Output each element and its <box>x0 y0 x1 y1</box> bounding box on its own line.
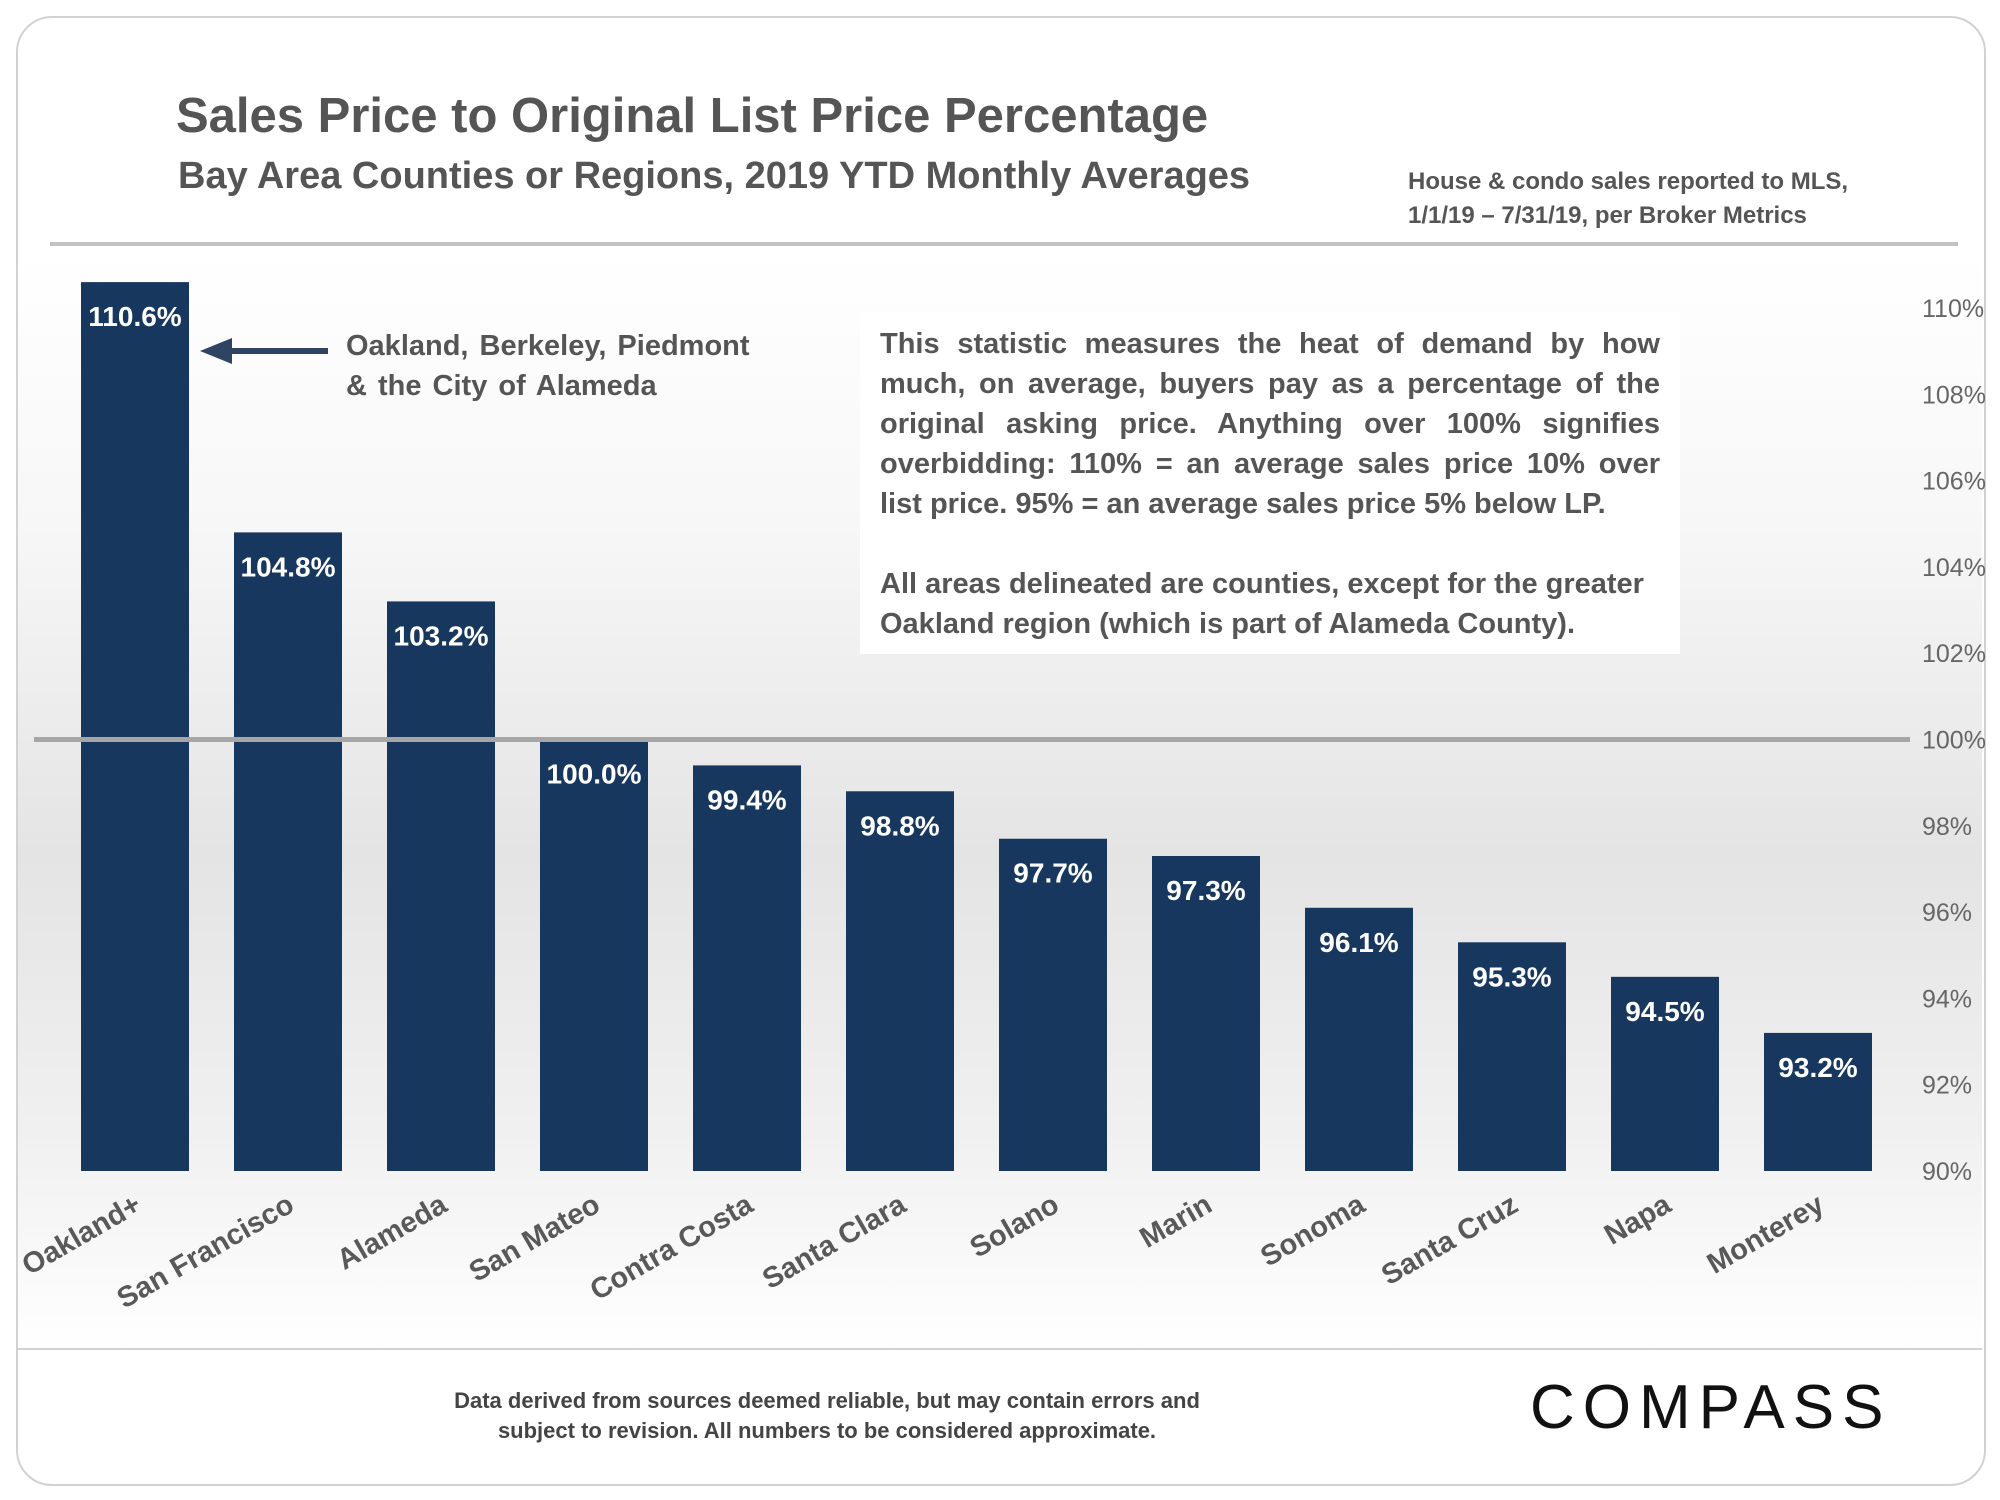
bar-12 <box>1764 1032 1872 1171</box>
oakland-annotation-line2: & the City of Alameda <box>346 370 657 402</box>
category-label-6: Santa Clara <box>757 1188 912 1296</box>
compass-logo: COMPASS <box>1530 1373 1892 1442</box>
category-label-3: Alameda <box>332 1188 453 1277</box>
footer-divider <box>18 1348 1982 1350</box>
explanation-paragraph-1: This statistic measures the heat of dema… <box>880 328 1660 520</box>
arrow-shaft <box>224 348 328 354</box>
y-tick-label-102: 102% <box>1922 640 1986 668</box>
y-tick-label-96: 96% <box>1922 899 1972 927</box>
source-note: House & condo sales reported to MLS, 1/1… <box>1408 165 1848 233</box>
y-tick-label-104: 104% <box>1922 554 1986 582</box>
bar-1 <box>81 282 189 1171</box>
value-label-3: 103.2% <box>394 620 489 651</box>
value-label-9: 96.1% <box>1319 927 1398 958</box>
category-label-10: Santa Cruz <box>1376 1188 1523 1291</box>
category-label-9: Sonoma <box>1255 1188 1371 1273</box>
chart-subtitle: Bay Area Counties or Regions, 2019 YTD M… <box>178 155 1251 197</box>
header-divider <box>50 242 1958 246</box>
value-label-8: 97.3% <box>1166 875 1245 906</box>
source-note-line2: 1/1/19 – 7/31/19, per Broker Metrics <box>1408 202 1807 229</box>
value-label-4: 100.0% <box>547 759 642 790</box>
value-label-2: 104.8% <box>241 551 336 582</box>
bar-3 <box>387 601 495 1171</box>
y-tick-label-100: 100% <box>1922 727 1986 755</box>
bar-10 <box>1458 942 1566 1171</box>
bar-8 <box>1152 856 1260 1171</box>
value-label-12: 93.2% <box>1778 1052 1857 1083</box>
bar-4 <box>540 739 648 1171</box>
value-label-5: 99.4% <box>707 784 786 815</box>
y-tick-label-98: 98% <box>1922 813 1972 841</box>
disclaimer-line1: Data derived from sources deemed reliabl… <box>454 1388 1200 1413</box>
explanation-box: This statistic measures the heat of dema… <box>860 312 1680 654</box>
y-tick-label-94: 94% <box>1922 985 1972 1013</box>
category-label-4: San Mateo <box>464 1188 606 1288</box>
category-label-1: Oakland+ <box>17 1188 147 1281</box>
category-label-7: Solano <box>965 1188 1065 1264</box>
y-tick-label-106: 106% <box>1922 468 1986 496</box>
bar-11 <box>1611 976 1719 1171</box>
value-label-7: 97.7% <box>1013 858 1092 889</box>
bar-5 <box>693 765 801 1171</box>
bar-2 <box>234 532 342 1171</box>
category-label-8: Marin <box>1135 1188 1218 1254</box>
value-label-10: 95.3% <box>1472 961 1551 992</box>
value-label-11: 94.5% <box>1625 996 1704 1027</box>
category-label-11: Napa <box>1599 1188 1677 1252</box>
chart-title: Sales Price to Original List Price Perce… <box>176 89 1209 143</box>
disclaimer-line2: subject to revision. All numbers to be c… <box>497 1418 1157 1443</box>
bar-chart: 110.6% 104.8% 103.2% 100.0% 99.4% 98.8% 97.7% 9… <box>17 282 1986 1315</box>
category-label-5: Contra Costa <box>585 1188 759 1307</box>
arrow-head-icon <box>200 338 232 364</box>
reference-line-100 <box>34 737 1910 742</box>
oakland-annotation: Oakland, Berkeley, Piedmont & the City o… <box>346 326 750 406</box>
bar-9 <box>1305 907 1413 1171</box>
y-tick-label-92: 92% <box>1922 1072 1972 1100</box>
bar-7 <box>999 838 1107 1171</box>
value-label-1: 110.6% <box>88 301 182 332</box>
y-tick-label-108: 108% <box>1922 381 1986 409</box>
y-tick-label-90: 90% <box>1922 1158 1972 1186</box>
bar-6 <box>846 791 954 1171</box>
disclaimer: Data derived from sources deemed reliabl… <box>432 1386 1222 1446</box>
oakland-annotation-line1: Oakland, Berkeley, Piedmont <box>346 330 750 362</box>
category-label-12: Monterey <box>1702 1188 1830 1280</box>
value-label-6: 98.8% <box>860 810 939 841</box>
y-tick-label-110: 110% <box>1922 295 1984 323</box>
explanation-paragraph-2: All areas delineated are counties, excep… <box>880 568 1644 640</box>
source-note-line1: House & condo sales reported to MLS, <box>1408 168 1849 195</box>
